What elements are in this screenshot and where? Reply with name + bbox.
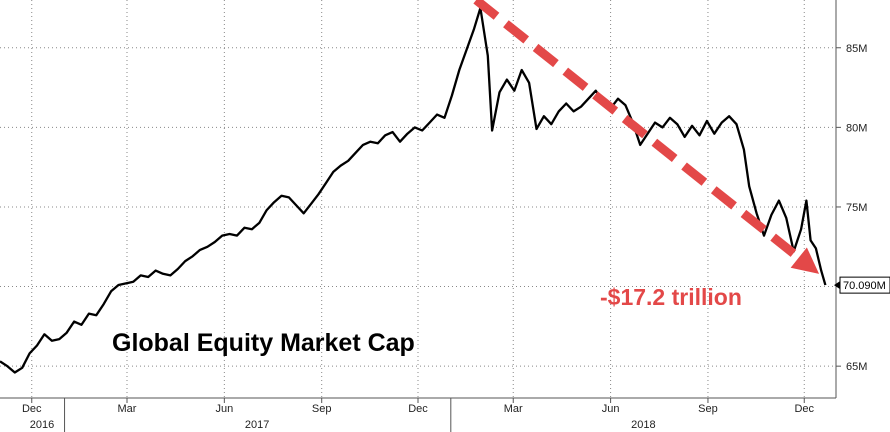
trend-arrow-head xyxy=(790,247,820,274)
x-tick-label: Sep xyxy=(698,403,718,415)
year-label: 2017 xyxy=(245,419,269,431)
last-value-label: 70.090M xyxy=(843,280,886,292)
x-tick-label: Dec xyxy=(22,403,42,415)
x-tick-label: Mar xyxy=(118,403,137,415)
x-tick-label: Sep xyxy=(312,403,332,415)
chart-title: Global Equity Market Cap xyxy=(112,329,415,357)
y-tick-label: 85M xyxy=(846,43,867,55)
annotation-label: -$17.2 trillion xyxy=(600,284,742,310)
series-group xyxy=(0,6,827,374)
x-tick-label: Jun xyxy=(215,403,233,415)
trend-arrow-group xyxy=(473,0,820,274)
y-tick-label: 75M xyxy=(846,202,867,214)
year-label: 2018 xyxy=(631,419,655,431)
y-tick-label: 65M xyxy=(846,361,867,373)
axes xyxy=(0,0,841,432)
y-tick-label: 80M xyxy=(846,122,867,134)
series-line xyxy=(0,6,827,374)
trend-arrow-shaft xyxy=(473,0,802,262)
labels-group: 65M 75M 80M 85M Dec Mar Jun Sep Dec Mar Jun Sep Dec 2… xyxy=(22,43,890,431)
x-tick-label: Jun xyxy=(602,403,620,415)
last-value-pointer xyxy=(834,281,840,290)
x-tick-label: Mar xyxy=(504,403,523,415)
x-tick-label: Dec xyxy=(408,403,428,415)
gridlines xyxy=(0,0,836,398)
x-tick-label: Dec xyxy=(794,403,814,415)
year-label: 2016 xyxy=(30,419,54,431)
